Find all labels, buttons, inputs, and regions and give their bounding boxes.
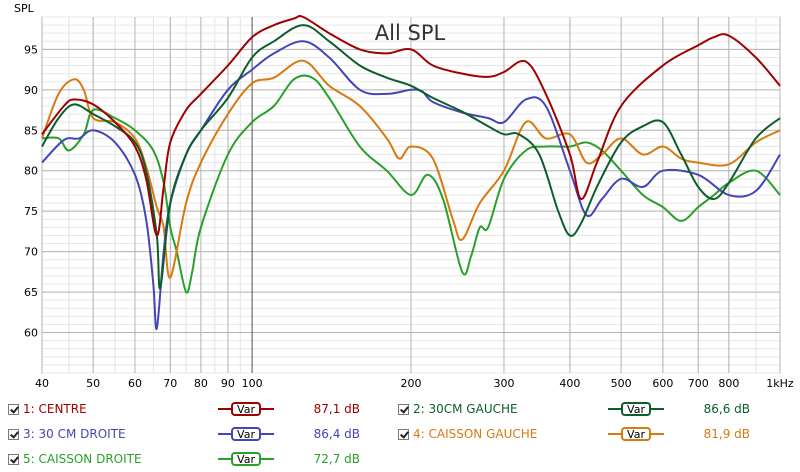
y-tick-label: 65 — [24, 286, 38, 299]
y-tick-label: 80 — [24, 165, 38, 178]
y-tick-label: 60 — [24, 327, 38, 340]
series-line-1 — [41, 15, 781, 237]
x-tick-label: 70 — [163, 377, 177, 390]
x-tick-label: 1kHz — [766, 377, 794, 390]
x-tick-label: 100 — [242, 377, 263, 390]
x-tick-label: 50 — [86, 377, 100, 390]
chart-title: All SPL — [375, 21, 446, 45]
x-tick-label: 300 — [493, 377, 514, 390]
legend-item-30cm-droite[interactable]: 3: 30 CM DROITE — [8, 425, 126, 443]
x-tick-label: 500 — [611, 377, 632, 390]
y-tick-label: 85 — [24, 124, 38, 137]
series-label: 1: CENTRE — [23, 402, 87, 416]
y-tick-label: 70 — [24, 246, 38, 259]
series-line-2 — [41, 24, 781, 290]
x-tick-label: 200 — [401, 377, 422, 390]
x-tick-label: 400 — [559, 377, 580, 390]
series-label: 5: CAISSON DROITE — [23, 452, 142, 466]
series-label: 4: CAISSON GAUCHE — [413, 427, 538, 441]
checkbox-caisson-droite[interactable] — [8, 453, 19, 465]
checkbox-30cm-droite[interactable] — [8, 428, 19, 440]
legend-item-30cm-gauche[interactable]: 2: 30CM GAUCHE — [398, 400, 518, 418]
legend-item-centre[interactable]: 1: CENTRE — [8, 400, 87, 418]
x-tick-label: 80 — [194, 377, 208, 390]
y-axis-label: SPL — [14, 2, 35, 15]
x-tick-label: 40 — [35, 377, 49, 390]
y-tick-label: 90 — [24, 84, 38, 97]
series-label: 3: 30 CM DROITE — [23, 427, 126, 441]
x-tick-label: 600 — [652, 377, 673, 390]
legend-item-caisson-gauche[interactable]: 4: CAISSON GAUCHE — [398, 425, 537, 443]
x-tick-label: 60 — [128, 377, 142, 390]
x-tick-label: 700 — [688, 377, 709, 390]
legend-item-caisson-droite[interactable]: 5: CAISSON DROITE — [8, 450, 142, 468]
y-tick-label: 75 — [24, 205, 38, 218]
x-tick-label: 800 — [718, 377, 739, 390]
checkbox-centre[interactable] — [8, 403, 19, 415]
series-line-5 — [41, 74, 781, 294]
y-tick-label: 95 — [24, 43, 38, 56]
x-tick-label: 90 — [221, 377, 235, 390]
series-label: 2: 30CM GAUCHE — [413, 402, 518, 416]
series-line-3 — [41, 40, 781, 330]
checkbox-caisson-gauche[interactable] — [398, 428, 409, 440]
checkbox-30cm-gauche[interactable] — [398, 403, 409, 415]
